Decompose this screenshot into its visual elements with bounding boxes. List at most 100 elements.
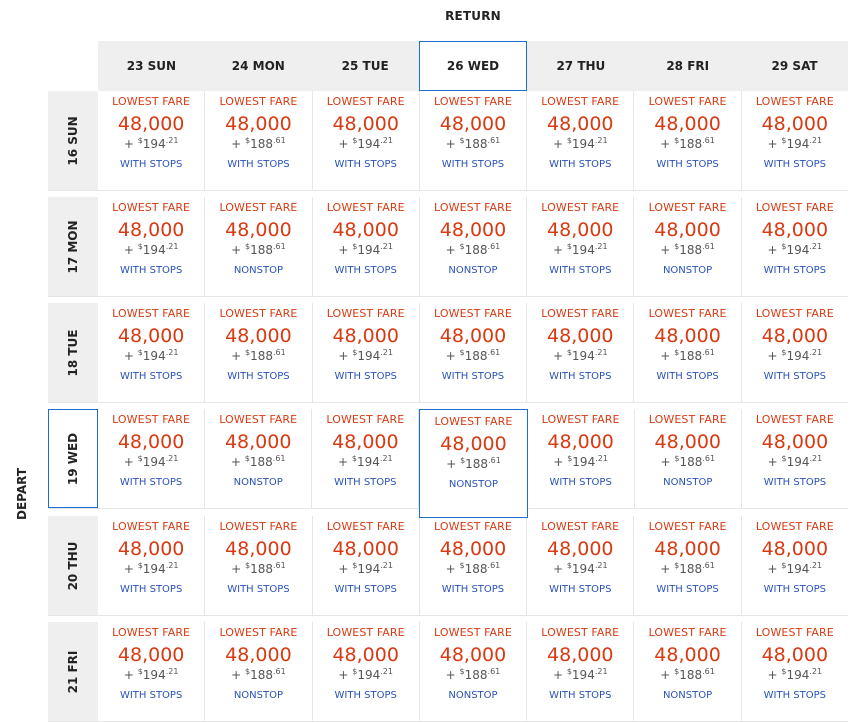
fare-cell[interactable]: LOWEST FARE 48,000 + $194.21 WITH STOPS (742, 516, 848, 615)
fare-cell[interactable]: LOWEST FARE 48,000 + $194.21 WITH STOPS (98, 409, 206, 508)
stops-link[interactable]: WITH STOPS (227, 584, 290, 595)
stops-link[interactable]: WITH STOPS (549, 265, 612, 276)
stops-link[interactable]: WITH STOPS (763, 159, 826, 170)
stops-link[interactable]: WITH STOPS (763, 265, 826, 276)
depart-date[interactable]: 17 MON (48, 197, 98, 296)
fare-cell[interactable]: LOWEST FARE 48,000 + $188.61 WITH STOPS (205, 303, 313, 402)
fare-cell[interactable]: LOWEST FARE 48,000 + $188.61 WITH STOPS (634, 303, 742, 402)
depart-date[interactable]: 18 TUE (48, 303, 98, 402)
tax-cents: .21 (809, 561, 823, 570)
return-date-3[interactable]: 25 TUE (341, 59, 389, 73)
fare-cell[interactable]: LOWEST FARE 48,000 + $194.21 WITH STOPS (313, 516, 420, 615)
stops-link[interactable]: WITH STOPS (549, 159, 612, 170)
fare-cell[interactable]: LOWEST FARE 48,000 + $194.21 WITH STOPS (527, 516, 635, 615)
fare-cell[interactable]: LOWEST FARE 48,000 + $194.21 WITH STOPS (742, 197, 848, 296)
stops-link[interactable]: WITH STOPS (334, 584, 397, 595)
stops-link[interactable]: WITH STOPS (119, 265, 183, 276)
depart-date[interactable]: 21 FRI (48, 622, 98, 721)
fare-cell[interactable]: LOWEST FARE 48,000 + $194.21 WITH STOPS (98, 516, 206, 615)
fare-cell[interactable]: LOWEST FARE 48,000 + $194.21 WITH STOPS (313, 197, 420, 296)
fare-cell[interactable]: LOWEST FARE 48,000 + $188.61 NONSTOP (634, 622, 742, 721)
fare-cell[interactable]: LOWEST FARE 48,000 + $194.21 WITH STOPS (313, 622, 420, 721)
fare-cell[interactable]: LOWEST FARE 48,000 + $194.21 WITH STOPS (742, 622, 848, 721)
fare-cell[interactable]: LOWEST FARE 48,000 + $194.21 WITH STOPS (98, 303, 206, 402)
fare-cell[interactable]: LOWEST FARE 48,000 + $194.21 WITH STOPS (312, 409, 420, 508)
fare-cell[interactable]: LOWEST FARE 48,000 + $188.61 WITH STOPS (205, 91, 313, 190)
return-date-4[interactable]: 26 WED (418, 41, 528, 91)
fare-cell[interactable]: LOWEST FARE 48,000 + $188.61 WITH STOPS (420, 516, 528, 615)
fare-cell[interactable]: LOWEST FARE 48,000 + $194.21 WITH STOPS (742, 91, 848, 190)
fare-cell[interactable]: LOWEST FARE 48,000 + $194.21 WITH STOPS (313, 303, 420, 402)
stops-link[interactable]: NONSTOP (233, 690, 284, 701)
fare-cell[interactable]: LOWEST FARE 48,000 + $188.61 WITH STOPS (634, 516, 742, 615)
depart-date[interactable]: 20 THU (48, 516, 98, 615)
fare-cell[interactable]: LOWEST FARE 48,000 + $194.21 WITH STOPS (98, 197, 206, 296)
stops-link[interactable]: NONSTOP (448, 265, 498, 276)
depart-date[interactable]: 16 SUN (48, 91, 98, 190)
stops-link[interactable]: WITH STOPS (441, 159, 505, 170)
stops-link[interactable]: WITH STOPS (119, 477, 183, 488)
stops-link[interactable]: WITH STOPS (119, 690, 183, 701)
stops-link[interactable]: WITH STOPS (441, 371, 505, 382)
stops-link[interactable]: WITH STOPS (119, 371, 183, 382)
stops-link[interactable]: WITH STOPS (763, 584, 826, 595)
return-date-6[interactable]: 28 FRI (666, 59, 710, 73)
fare-cell[interactable]: LOWEST FARE 48,000 + $188.61 WITH STOPS (420, 303, 528, 402)
stops-link[interactable]: WITH STOPS (549, 690, 612, 701)
stops-link[interactable]: WITH STOPS (334, 690, 397, 701)
fare-cell[interactable]: LOWEST FARE 48,000 + $188.61 NONSTOP (634, 197, 742, 296)
stops-link[interactable]: WITH STOPS (334, 159, 397, 170)
stops-link[interactable]: NONSTOP (448, 479, 499, 490)
stops-link[interactable]: NONSTOP (233, 477, 283, 488)
stops-link[interactable]: NONSTOP (448, 690, 498, 701)
stops-link[interactable]: WITH STOPS (656, 159, 719, 170)
fare-cell[interactable]: LOWEST FARE 48,000 + $194.21 WITH STOPS (527, 303, 635, 402)
stops-link[interactable]: WITH STOPS (119, 584, 183, 595)
fare-cell[interactable]: LOWEST FARE 48,000 + $188.61 WITH STOPS (420, 91, 528, 190)
fare-cell[interactable]: LOWEST FARE 48,000 + $188.61 WITH STOPS (634, 91, 742, 190)
currency-symbol: $ (674, 561, 680, 570)
stops-link[interactable]: NONSTOP (233, 265, 284, 276)
tax-amount: + $194.21 (742, 348, 848, 363)
stops-link[interactable]: WITH STOPS (549, 371, 612, 382)
return-date-2[interactable]: 24 MON (231, 59, 285, 73)
fare-cell[interactable]: LOWEST FARE 48,000 + $188.61 NONSTOP (205, 409, 313, 508)
stops-link[interactable]: WITH STOPS (763, 477, 827, 488)
stops-link[interactable]: WITH STOPS (334, 371, 397, 382)
fare-cell[interactable]: LOWEST FARE 48,000 + $188.61 WITH STOPS (205, 516, 313, 615)
stops-link[interactable]: NONSTOP (663, 477, 713, 488)
return-date-7[interactable]: 29 SAT (771, 59, 818, 73)
return-date-5[interactable]: 27 THU (556, 59, 606, 73)
fare-cell[interactable]: LOWEST FARE 48,000 + $188.61 NONSTOP (419, 409, 528, 518)
stops-link[interactable]: WITH STOPS (656, 371, 719, 382)
fare-cell[interactable]: LOWEST FARE 48,000 + $194.21 WITH STOPS (742, 303, 848, 402)
fare-cell[interactable]: LOWEST FARE 48,000 + $188.61 NONSTOP (420, 622, 528, 721)
fare-cell[interactable]: LOWEST FARE 48,000 + $188.61 NONSTOP (205, 622, 313, 721)
stops-link[interactable]: WITH STOPS (227, 159, 290, 170)
depart-date[interactable]: 19 WED (48, 409, 98, 508)
stops-link[interactable]: WITH STOPS (549, 477, 612, 488)
stops-link[interactable]: WITH STOPS (227, 371, 290, 382)
fare-cell[interactable]: LOWEST FARE 48,000 + $194.21 WITH STOPS (98, 622, 206, 721)
stops-link[interactable]: WITH STOPS (441, 584, 505, 595)
stops-link[interactable]: NONSTOP (662, 265, 713, 276)
fare-cell[interactable]: LOWEST FARE 48,000 + $194.21 WITH STOPS (527, 91, 635, 190)
fare-cell[interactable]: LOWEST FARE 48,000 + $194.21 WITH STOPS (528, 409, 635, 508)
stops-link[interactable]: WITH STOPS (656, 584, 719, 595)
fare-cell[interactable]: LOWEST FARE 48,000 + $194.21 WITH STOPS (98, 91, 206, 190)
return-date-1[interactable]: 23 SUN (126, 59, 177, 73)
stops-link[interactable]: WITH STOPS (334, 477, 397, 488)
stops-link[interactable]: NONSTOP (662, 690, 713, 701)
stops-link[interactable]: WITH STOPS (763, 690, 826, 701)
fare-cell[interactable]: LOWEST FARE 48,000 + $188.61 NONSTOP (205, 197, 313, 296)
stops-link[interactable]: WITH STOPS (549, 584, 612, 595)
fare-cell[interactable]: LOWEST FARE 48,000 + $188.61 NONSTOP (635, 409, 742, 508)
fare-cell[interactable]: LOWEST FARE 48,000 + $188.61 NONSTOP (420, 197, 528, 296)
stops-link[interactable]: WITH STOPS (119, 159, 183, 170)
fare-cell[interactable]: LOWEST FARE 48,000 + $194.21 WITH STOPS (527, 197, 635, 296)
fare-cell[interactable]: LOWEST FARE 48,000 + $194.21 WITH STOPS (527, 622, 635, 721)
fare-cell[interactable]: LOWEST FARE 48,000 + $194.21 WITH STOPS (313, 91, 420, 190)
fare-cell[interactable]: LOWEST FARE 48,000 + $194.21 WITH STOPS (742, 409, 848, 508)
stops-link[interactable]: WITH STOPS (334, 265, 397, 276)
stops-link[interactable]: WITH STOPS (763, 371, 826, 382)
